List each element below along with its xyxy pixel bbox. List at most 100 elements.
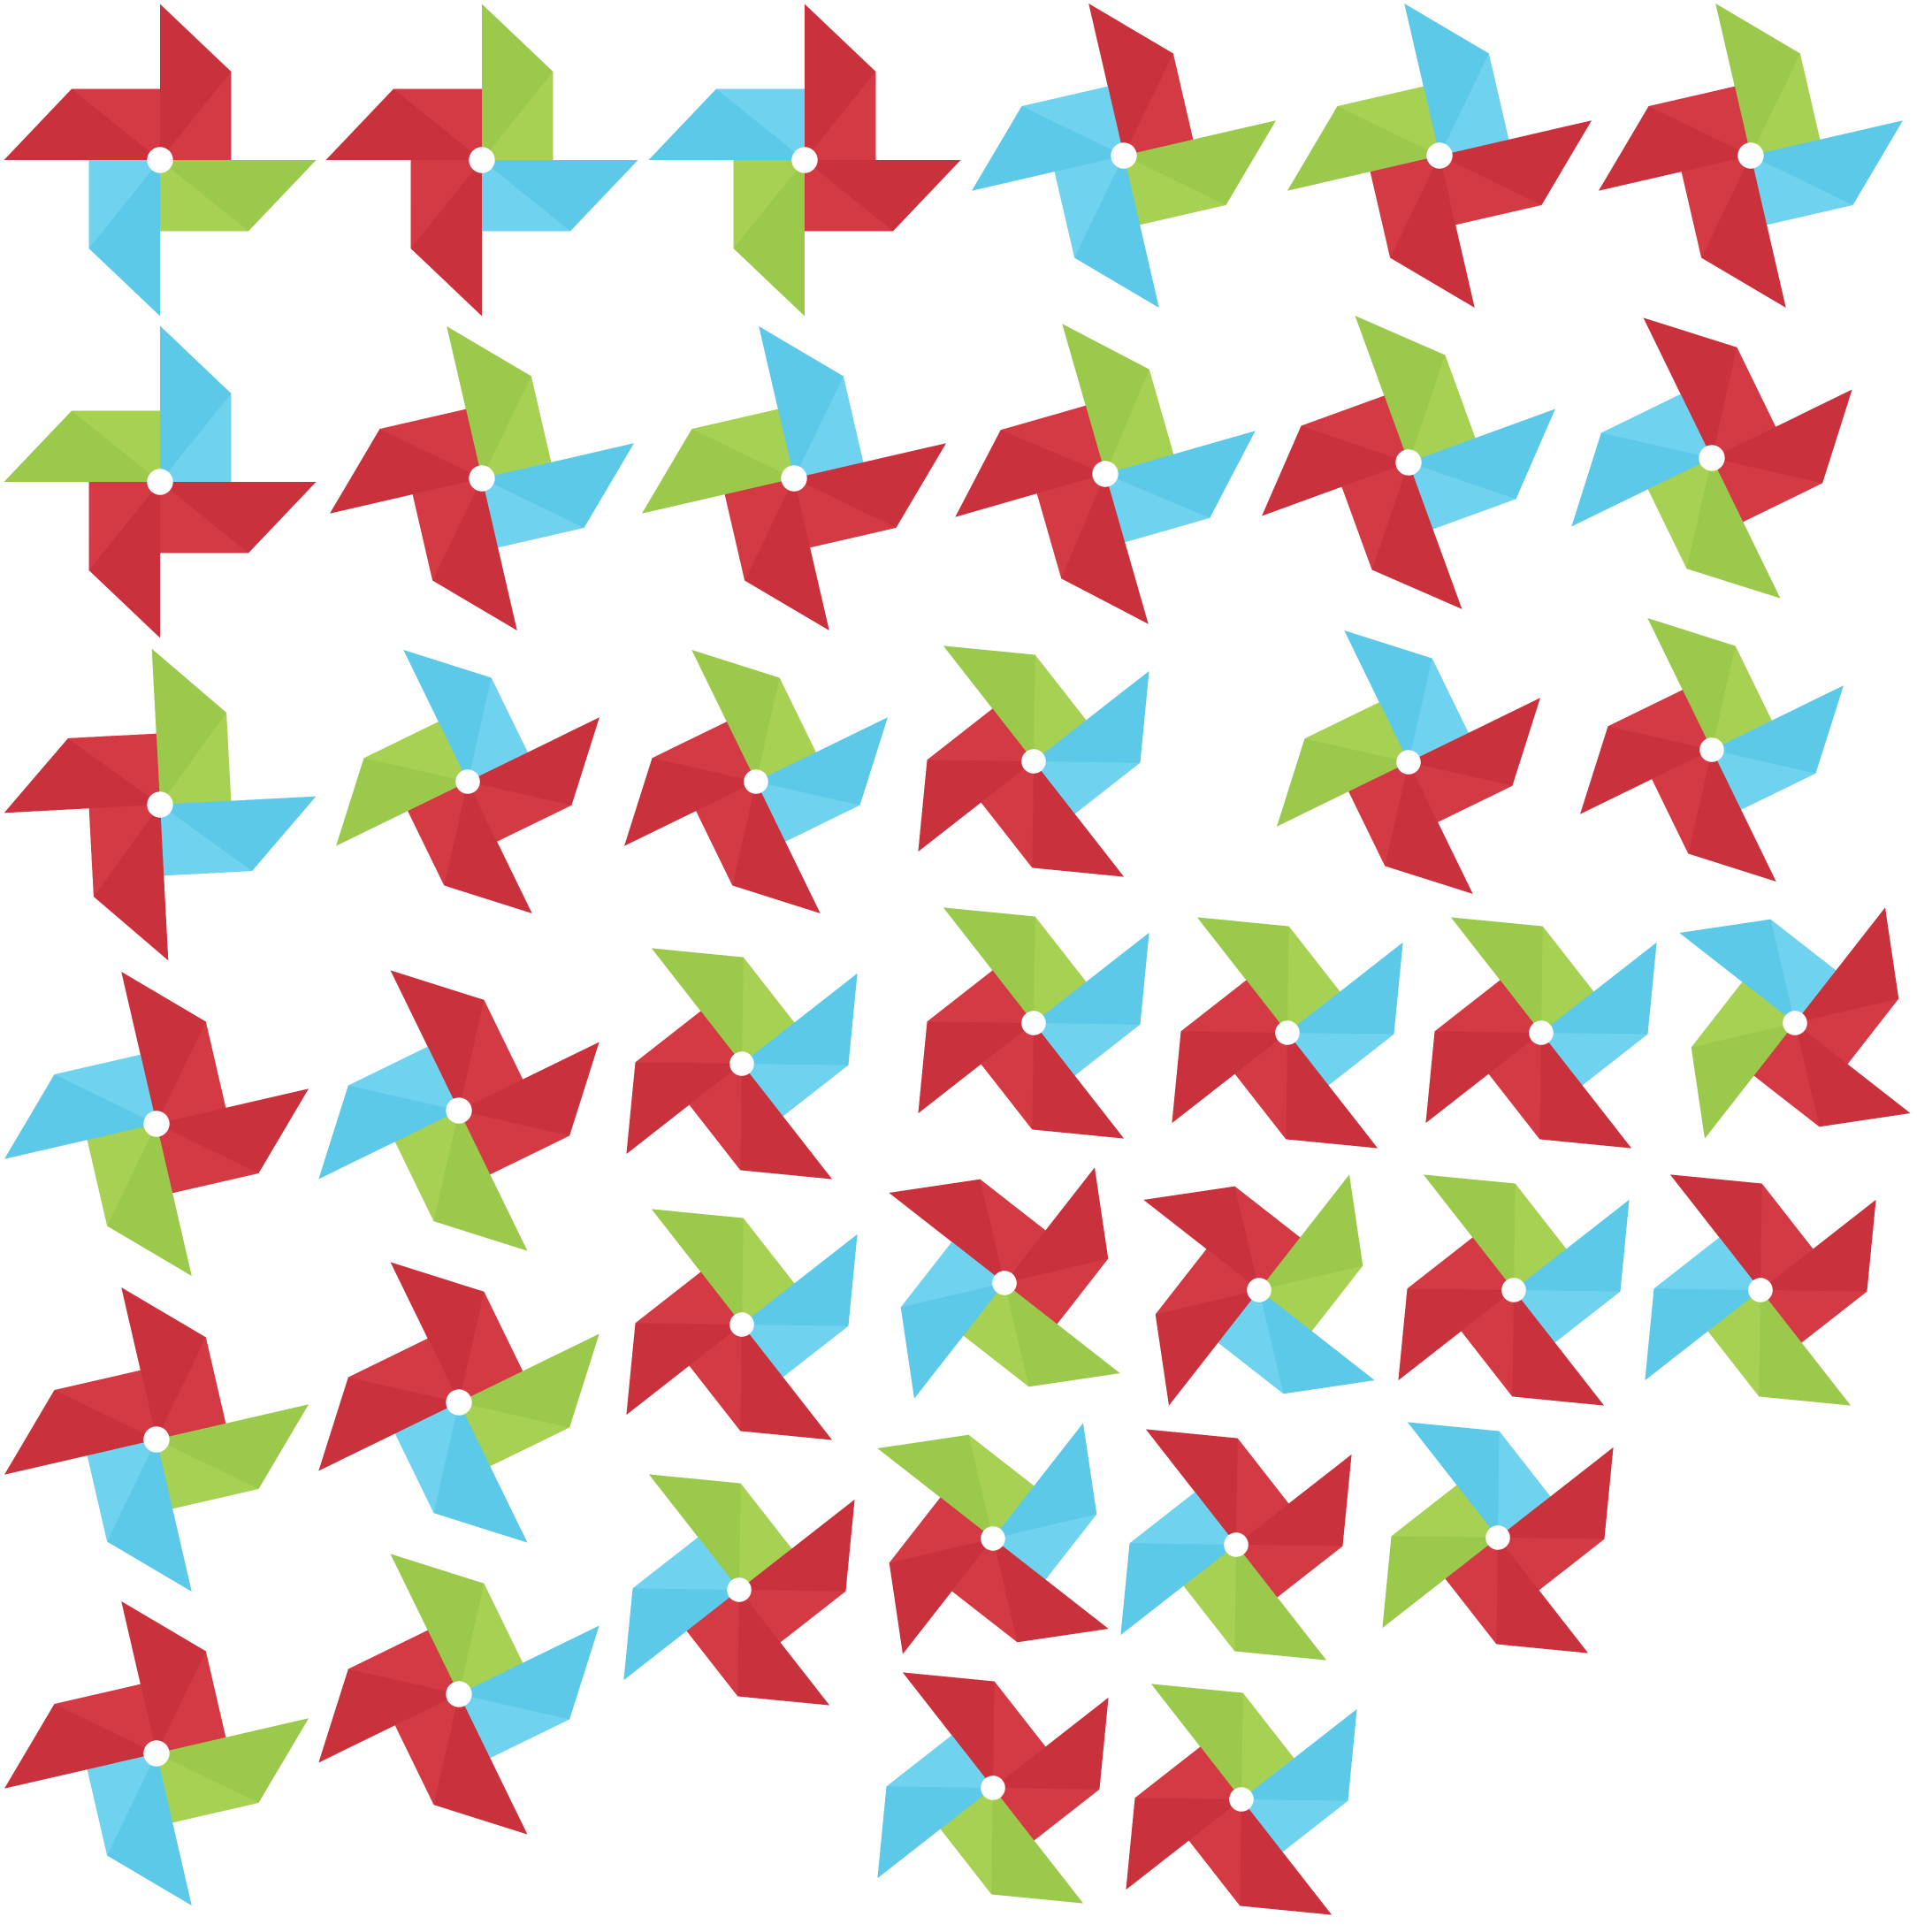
blade-red	[1155, 1249, 1259, 1406]
hub-pin	[1426, 142, 1453, 169]
blade-blue	[318, 1046, 459, 1180]
blade-red	[918, 708, 1034, 851]
blade-green	[1197, 917, 1340, 1033]
blade-red	[4, 1684, 157, 1789]
blade-red	[1445, 1538, 1588, 1653]
blade-blue	[1541, 943, 1657, 1086]
blade-red	[889, 1497, 993, 1654]
blade-red	[903, 1672, 1046, 1788]
blade-red	[408, 782, 532, 913]
blade-red	[1795, 907, 1899, 1065]
hub-pin	[469, 147, 495, 173]
blade-green	[1647, 618, 1772, 750]
blade-green	[963, 1283, 1120, 1387]
hub-pin	[1247, 1278, 1271, 1302]
hub-pin	[1748, 1278, 1773, 1302]
blade-red	[1670, 1174, 1814, 1290]
pinwheel	[877, 1423, 1109, 1654]
blade-red	[1234, 1033, 1378, 1149]
hub-pin	[143, 1740, 170, 1767]
hub-pin	[744, 769, 768, 794]
blade-green	[459, 1333, 599, 1467]
blade-blue	[1645, 1237, 1760, 1380]
blade-green	[1124, 120, 1276, 225]
blade-green	[157, 1718, 309, 1823]
pinwheel	[877, 1672, 1109, 1904]
pinwheel	[318, 1262, 599, 1543]
pinwheel	[955, 324, 1256, 624]
blade-blue	[759, 326, 864, 478]
blade-green	[1277, 702, 1409, 827]
blade-red	[1599, 86, 1751, 191]
blade-green	[390, 1554, 523, 1694]
hub-pin	[1529, 1020, 1554, 1045]
pinwheel	[4, 1601, 309, 1905]
blade-green	[87, 1124, 192, 1276]
pinwheel	[1126, 1684, 1357, 1915]
hub-pin	[1275, 1020, 1300, 1045]
blade-red	[696, 782, 821, 913]
blade-red	[157, 1088, 309, 1194]
blade-red	[1188, 1799, 1332, 1915]
blade-red	[4, 88, 160, 160]
blade-red	[889, 1179, 1046, 1283]
pinwheel	[336, 650, 599, 913]
hub-pin	[446, 1097, 472, 1124]
blade-red	[626, 1271, 742, 1415]
blade-red	[1753, 1023, 1911, 1127]
blade-blue	[900, 1241, 1004, 1399]
blade-green	[1151, 1684, 1294, 1799]
blade-blue	[1712, 685, 1844, 810]
blade-blue	[1120, 1492, 1236, 1635]
blade-green	[1691, 981, 1795, 1139]
pinwheel	[4, 1287, 309, 1592]
blade-blue	[1408, 1422, 1551, 1538]
hub-pin	[147, 147, 173, 173]
blade-red	[1409, 698, 1540, 822]
blade-green	[652, 1209, 795, 1325]
pinwheel	[318, 970, 599, 1251]
hub-pin	[1737, 142, 1764, 169]
blade-red	[1146, 1429, 1289, 1545]
blade-blue	[623, 1537, 739, 1680]
blade-red	[468, 717, 599, 842]
blade-green	[447, 326, 552, 478]
blade-green	[877, 1434, 1035, 1539]
hub-pin	[781, 465, 807, 492]
blade-green	[482, 4, 554, 161]
blade-red	[918, 970, 1034, 1113]
pinwheel	[918, 907, 1149, 1139]
blade-red	[4, 733, 160, 813]
blade-red	[88, 482, 160, 638]
blade-red	[993, 1698, 1109, 1841]
pinwheel	[626, 948, 858, 1180]
blade-green	[1183, 1545, 1326, 1661]
blade-red	[390, 1262, 523, 1402]
blade-blue	[1514, 1200, 1630, 1343]
blade-blue	[1034, 671, 1149, 814]
blade-green	[1355, 316, 1476, 462]
hub-pin	[1092, 461, 1119, 487]
blade-red	[1341, 462, 1462, 609]
blade-red	[318, 1630, 459, 1763]
blade-red	[121, 1287, 226, 1439]
pinwheel	[642, 326, 946, 630]
blade-red	[805, 4, 876, 161]
blade-blue	[1105, 431, 1256, 543]
blade-green	[157, 1404, 309, 1509]
pinwheel	[1645, 1174, 1876, 1406]
hub-pin	[446, 1681, 472, 1707]
blade-red	[1643, 317, 1776, 458]
blade-red	[1398, 1237, 1514, 1380]
blade-blue	[394, 1402, 528, 1543]
blade-red	[1126, 1746, 1241, 1890]
blade-blue	[1054, 156, 1159, 308]
pinwheel	[4, 325, 317, 638]
hub-pin	[1224, 1532, 1249, 1557]
hub-pin	[1021, 1011, 1046, 1035]
blade-blue	[648, 88, 805, 160]
blade-green	[943, 907, 1087, 1023]
blade-blue	[459, 1625, 599, 1759]
blade-red	[1348, 762, 1473, 894]
